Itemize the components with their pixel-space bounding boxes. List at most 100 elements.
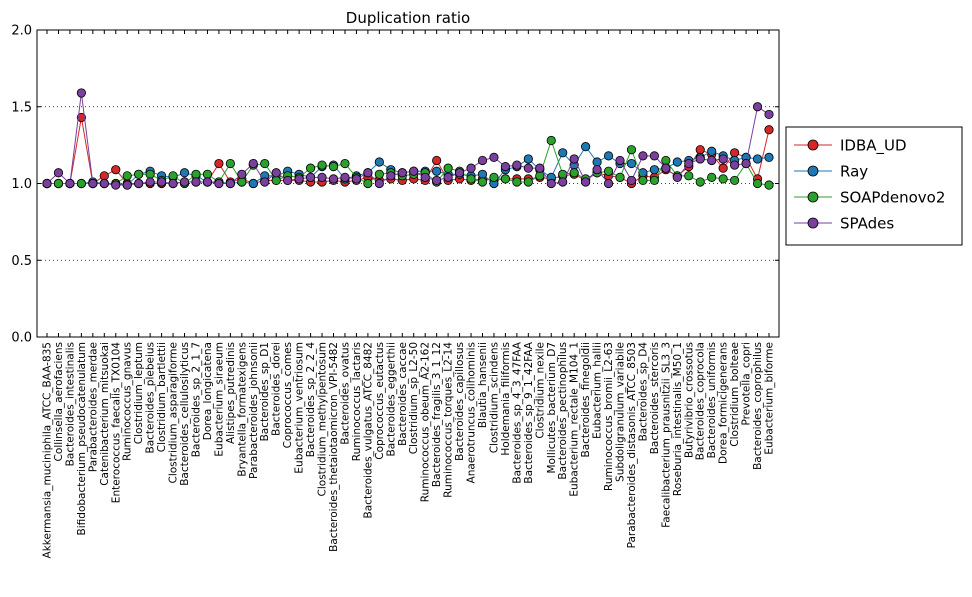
x-tick-label: Clostridium_leptum <box>133 342 145 444</box>
data-point-soapdenovo2 <box>752 178 763 189</box>
x-tick-label: Parabacteroides_distasonis_ATCC_8503 <box>626 342 638 548</box>
data-point-spades <box>317 172 327 182</box>
data-point-spades <box>454 168 465 178</box>
data-point-soapdenovo2 <box>363 178 373 189</box>
data-point-soapdenovo2 <box>546 135 556 146</box>
data-point-spades <box>477 155 488 166</box>
x-tick-label: Bacteroides_plebeius <box>145 342 157 453</box>
x-tick-label: Bacteroides_caccae <box>397 342 409 446</box>
data-point-soapdenovo2 <box>500 174 511 184</box>
data-point-spades <box>122 180 132 190</box>
legend-label-idba-ud: IDBA_UD <box>840 137 907 156</box>
data-point-spades <box>432 175 442 186</box>
data-point-spades <box>294 174 304 184</box>
data-point-spades <box>409 166 419 176</box>
data-point-idba-ud <box>99 171 109 181</box>
legend-label-ray: Ray <box>840 163 868 181</box>
data-point-spades <box>386 171 396 181</box>
legend-label-spades: SPAdes <box>840 215 894 233</box>
data-point-ray <box>581 142 591 152</box>
series-line-soapdenovo2 <box>47 138 770 186</box>
x-tick-label: Butyrivibrio_crossotus <box>683 342 695 458</box>
data-point-spades <box>271 168 281 178</box>
data-point-soapdenovo2 <box>638 175 648 186</box>
data-point-spades <box>53 168 64 178</box>
data-point-ray <box>672 157 682 167</box>
x-tick-label: Bacteroides_sp_2_1_7 <box>190 342 202 457</box>
series-line-idba-ud <box>47 117 770 185</box>
x-tick-label: Dorea_formicigenerans <box>718 342 730 464</box>
data-point-spades <box>592 165 602 175</box>
data-point-spades <box>764 109 774 120</box>
data-point-spades <box>351 174 362 184</box>
data-point-soapdenovo2 <box>615 172 625 182</box>
data-point-soapdenovo2 <box>523 177 533 187</box>
x-tick-label: Catenibacterium_mitsuokai <box>99 342 111 486</box>
data-point-soapdenovo2 <box>260 158 270 169</box>
data-point-ray <box>752 154 763 164</box>
x-tick-label: Anaerotruncus_colihominis <box>466 342 478 483</box>
data-point-spades <box>99 178 109 189</box>
data-point-spades <box>65 178 75 189</box>
data-point-soapdenovo2 <box>661 155 671 166</box>
data-point-spades <box>500 162 511 172</box>
data-point-ray <box>432 166 442 176</box>
series-line-spades <box>46 92 770 186</box>
data-point-spades <box>523 163 533 173</box>
data-point-soapdenovo2 <box>191 169 201 179</box>
data-point-soapdenovo2 <box>76 178 86 189</box>
data-point-soapdenovo2 <box>649 175 659 186</box>
data-point-spades <box>661 163 671 173</box>
x-tick-label: Bifidobacterium_pseudocatenulatum <box>76 342 88 535</box>
data-point-soapdenovo2 <box>603 166 614 176</box>
data-point-spades <box>179 177 190 187</box>
data-point-spades <box>684 158 694 169</box>
x-tick-label: Bacteroides_stercoris <box>649 342 661 454</box>
data-point-spades <box>340 172 350 182</box>
data-point-ray <box>477 169 488 179</box>
data-point-spades <box>283 175 293 186</box>
x-tick-label: Bacteroides_finegoldii <box>580 342 592 458</box>
data-point-spades <box>638 151 648 161</box>
data-point-soapdenovo2 <box>466 174 476 184</box>
data-point-soapdenovo2 <box>134 169 144 179</box>
x-tick-label: Bacteroides_dorei <box>271 342 283 436</box>
data-point-spades <box>546 178 556 189</box>
x-tick-label: Alistipes_putredinis <box>225 342 237 444</box>
legend-marker-ray <box>807 165 819 177</box>
data-point-soapdenovo2 <box>328 162 339 172</box>
x-tick-label: Enterococcus_faecalis_TX0104 <box>110 342 122 503</box>
x-tick-label: Bacteroides_vulgatus_ATCC_8482 <box>362 342 374 518</box>
x-tick-label: Eubacterium_siraeum <box>213 342 225 457</box>
x-tick-label: Bacteroides_capillosus <box>454 342 466 461</box>
data-point-soapdenovo2 <box>512 177 522 187</box>
x-tick-label: Ruminococcus_bromii_L2-63 <box>603 342 615 491</box>
data-point-ray <box>523 154 533 164</box>
x-tick-label: Bacteroides_fragilis_3_1_12 <box>431 342 443 487</box>
axis-ticks: 0.0 0.5 1.0 1.5 2.0 Akkermansia_muciniphila_A… <box>11 24 779 558</box>
data-point-spades <box>328 174 339 184</box>
data-point-soapdenovo2 <box>53 178 64 189</box>
data-point-spades <box>305 172 316 182</box>
data-point-soapdenovo2 <box>695 177 705 187</box>
x-tick-label: Clostridium_scindens <box>488 342 500 453</box>
y-tick-label: 1.0 <box>11 177 32 192</box>
data-point-ray <box>649 165 659 175</box>
x-tick-label: Bacteroides_sp_D4 <box>637 342 649 442</box>
data-point-spades <box>752 102 763 112</box>
data-point-soapdenovo2 <box>730 175 740 186</box>
legend: IDBA_UD Ray SOAPdenovo2 SPAdes <box>785 126 963 246</box>
x-tick-label: Bacteroides_sp_2_2_4 <box>305 342 317 458</box>
data-point-spades <box>157 177 167 187</box>
legend-marker-idba-ud <box>807 139 819 151</box>
data-point-soapdenovo2 <box>168 171 178 181</box>
data-point-spades <box>466 163 476 173</box>
x-tick-label: Bacteroides_cellulosilyticus <box>179 342 191 486</box>
data-point-spades <box>260 177 270 187</box>
x-tick-label: Prevotella_copri <box>741 342 753 426</box>
data-point-soapdenovo2 <box>443 163 453 173</box>
data-point-spades <box>695 154 705 164</box>
data-point-soapdenovo2 <box>707 172 717 182</box>
y-tick-label: 0.5 <box>11 254 32 269</box>
data-point-ray <box>764 152 774 163</box>
